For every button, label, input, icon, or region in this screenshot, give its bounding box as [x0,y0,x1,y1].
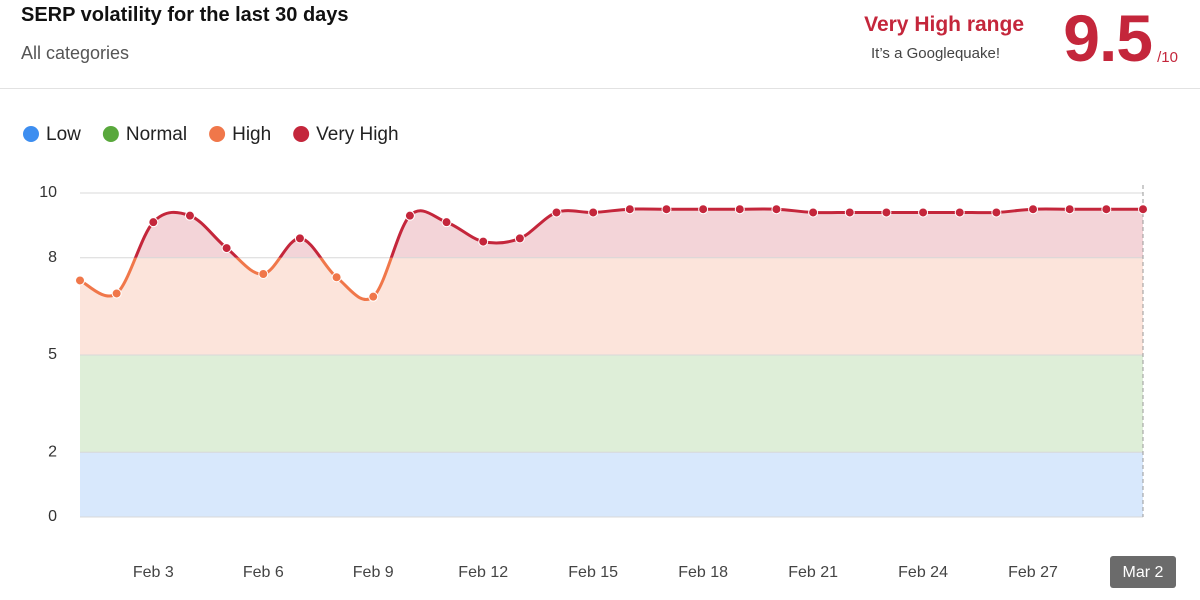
x-label-highlight [1110,556,1176,588]
data-point [808,207,819,218]
y-tick-label: 2 [48,443,57,460]
score: 9.5 [1063,1,1153,75]
data-point [1138,204,1148,215]
x-tick-label: Feb 27 [1008,564,1058,581]
legend-label: High [232,124,271,145]
data-point [661,204,672,215]
data-point [478,236,489,247]
data-point [551,207,562,218]
range-band [80,257,1143,355]
data-point [918,207,929,218]
range-note: It’s a Googlequake! [871,45,1000,62]
data-point [294,233,305,244]
y-tick-label: 10 [39,184,57,201]
data-point [184,210,195,221]
y-tick-label: 8 [48,249,57,266]
title: SERP volatility for the last 30 days [21,4,349,26]
x-tick-label: Feb 15 [568,564,618,581]
data-point [698,204,709,215]
data-point [331,272,342,283]
data-point [881,207,892,218]
x-tick-label: Feb 21 [788,564,838,581]
data-point [991,207,1002,218]
score-max: /10 [1157,49,1178,66]
y-tick-label: 0 [48,508,57,525]
data-point [1064,204,1075,215]
x-tick-label: Feb 3 [133,564,174,581]
y-tick-label: 5 [48,346,57,363]
x-tick-label: Feb 24 [898,564,948,581]
data-point [368,291,379,302]
range-label: Very High range [864,13,1024,36]
data-point [75,275,85,286]
x-tick-label: Mar 2 [1123,564,1164,581]
legend-dot [209,126,226,142]
volatility-line [79,257,393,301]
data-point [954,207,965,218]
legend-dot [102,126,119,142]
data-point [221,243,232,254]
data-point [258,269,269,279]
data-point [1101,204,1112,215]
data-point [514,233,525,244]
divider [0,88,1200,89]
data-point [734,204,745,215]
data-point [624,204,635,215]
range-band [80,355,1143,453]
legend-label: Very High [316,124,398,145]
data-point [148,217,159,228]
data-point [844,207,855,218]
legend-dot [293,126,310,142]
subtitle: All categories [21,43,130,63]
data-point [441,217,452,228]
data-point [111,288,122,299]
range-band [80,452,1143,517]
x-tick-label: Feb 18 [678,564,728,581]
data-point [588,207,599,218]
range-band [80,208,1143,258]
data-point [771,204,782,215]
legend-label: Normal [126,124,187,145]
x-tick-label: Feb 9 [353,564,394,581]
x-tick-label: Feb 12 [458,564,508,581]
x-tick-label: Feb 6 [243,564,284,581]
legend-label: Low [46,124,81,145]
data-point [404,210,415,221]
legend-dot [23,126,39,142]
data-point [1028,204,1039,215]
